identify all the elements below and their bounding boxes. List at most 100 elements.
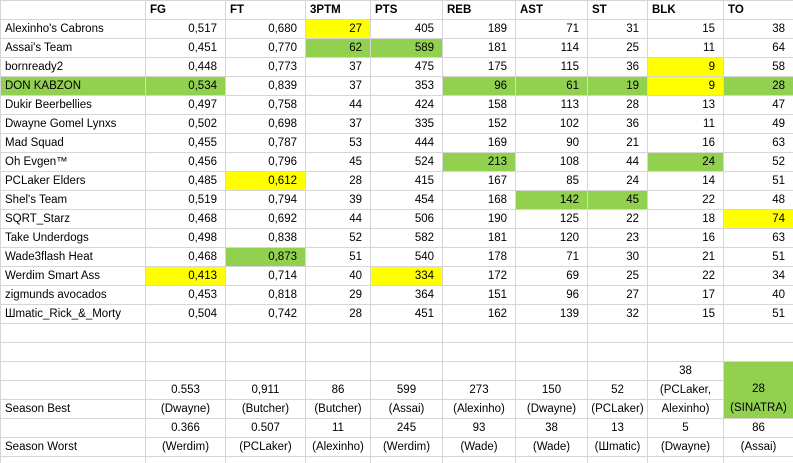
cell-st-worst-value[interactable]: 13 [588,419,648,438]
cell-to[interactable]: 51 [724,305,793,324]
cell-st[interactable]: 30 [588,248,648,267]
cell-blk[interactable]: 15 [648,305,724,324]
cell-3ptm[interactable]: 62 [306,39,371,58]
cell-fg[interactable]: 0,502 [146,115,226,134]
cell-ast[interactable]: 139 [516,305,588,324]
column-header-blk[interactable]: BLK [648,1,724,20]
cell-blk[interactable]: 21 [648,248,724,267]
cell-team-name[interactable]: Werdim Smart Ass [1,267,146,286]
cell-pts[interactable]: 451 [371,305,443,324]
cell-ft[interactable]: 0,873 [226,248,306,267]
cell-ft[interactable]: 0,742 [226,305,306,324]
cell-ast-best-value[interactable]: 150 [516,381,588,400]
cell-ast[interactable]: 61 [516,77,588,96]
cell-team-name[interactable]: SQRT_Starz [1,210,146,229]
cell-ft[interactable]: 0,787 [226,134,306,153]
empty-cell[interactable] [371,324,443,343]
cell-fg[interactable]: 0,468 [146,248,226,267]
cell-pts-best-holder[interactable]: (Assai) [371,400,443,419]
cell-reb[interactable]: 167 [443,172,516,191]
empty-cell[interactable] [588,362,648,381]
cell-ast[interactable]: 96 [516,286,588,305]
cell-team-name[interactable]: Шmatic_Rick_&_Morty [1,305,146,324]
cell-to-worst-value[interactable]: 86 [724,419,793,438]
cell-3ptm[interactable]: 39 [306,191,371,210]
cell-ft[interactable]: 0,796 [226,153,306,172]
cell-fg[interactable]: 0,451 [146,39,226,58]
cell-pts[interactable]: 424 [371,96,443,115]
empty-cell[interactable] [588,343,648,362]
cell-reb[interactable]: 181 [443,229,516,248]
cell-blk[interactable]: 11 [648,115,724,134]
cell-ft[interactable]: 0,770 [226,39,306,58]
cell-ast[interactable]: 120 [516,229,588,248]
column-header-ft[interactable]: FT [226,1,306,20]
cell-pts-best-value[interactable]: 599 [371,381,443,400]
cell-ft-best-value[interactable]: 0,911 [226,381,306,400]
cell-ft[interactable]: 0,758 [226,96,306,115]
cell-fg[interactable]: 0,485 [146,172,226,191]
cell-to[interactable]: 28 [724,77,793,96]
cell-blk[interactable]: 11 [648,39,724,58]
cell-st[interactable]: 23 [588,229,648,248]
cell-3ptm[interactable]: 28 [306,305,371,324]
cell-to[interactable]: 49 [724,115,793,134]
cell-to[interactable]: 64 [724,39,793,58]
cell-reb[interactable]: 175 [443,58,516,77]
empty-cell[interactable] [1,324,146,343]
column-header-pts[interactable]: PTS [371,1,443,20]
cell-fg[interactable]: 0,517 [146,20,226,39]
cell-team-name[interactable]: DON KABZON [1,77,146,96]
cell-blk-worst-value[interactable]: 5 [648,419,724,438]
cell-blk-best-value[interactable]: 38 [648,362,724,381]
cell-to[interactable]: 47 [724,96,793,115]
cell-st[interactable]: 25 [588,267,648,286]
cell-3ptm[interactable]: 52 [306,229,371,248]
cell-ft[interactable]: 0,839 [226,77,306,96]
empty-cell[interactable] [516,324,588,343]
cell-fg[interactable]: 0,448 [146,58,226,77]
cell-ast[interactable]: 69 [516,267,588,286]
empty-cell[interactable] [146,343,226,362]
cell-pts[interactable]: 415 [371,172,443,191]
cell-to-worst-holder[interactable]: (Assai) [724,438,793,457]
cell-to-best[interactable]: 28(SINATRA) [724,362,793,419]
cell-to[interactable]: 58 [724,58,793,77]
cell-pts[interactable]: 582 [371,229,443,248]
empty-cell[interactable] [226,324,306,343]
empty-cell[interactable] [306,324,371,343]
cell-ast-best-holder[interactable]: (Dwayne) [516,400,588,419]
cell-st-best-holder[interactable]: (PCLaker) [588,400,648,419]
cell-st[interactable]: 22 [588,210,648,229]
cell-blk[interactable]: 18 [648,210,724,229]
cell-blk[interactable]: 9 [648,58,724,77]
cell-reb[interactable]: 181 [443,39,516,58]
cell-3ptm[interactable]: 51 [306,248,371,267]
cell-team-name[interactable]: Assai's Team [1,39,146,58]
cell-ft[interactable]: 0,794 [226,191,306,210]
cell-fg-best-holder[interactable]: (Dwayne) [146,400,226,419]
cell-reb-best-holder[interactable]: (Alexinho) [443,400,516,419]
cell-pts[interactable]: 364 [371,286,443,305]
corner-cell[interactable] [1,1,146,20]
cell-to[interactable]: 38 [724,20,793,39]
cell-pts[interactable]: 540 [371,248,443,267]
cell-ast[interactable]: 71 [516,20,588,39]
cell-st-worst-holder[interactable]: (Шmatic) [588,438,648,457]
cell-st[interactable]: 32 [588,305,648,324]
cell-ft[interactable]: 0,692 [226,210,306,229]
cell-blk[interactable]: 13 [648,96,724,115]
cell-st[interactable]: 36 [588,58,648,77]
cell-pts[interactable]: 524 [371,153,443,172]
cell-blk[interactable]: 22 [648,191,724,210]
cell-reb[interactable]: 169 [443,134,516,153]
empty-cell[interactable] [371,362,443,381]
cell-3ptm-worst-value[interactable]: 11 [306,419,371,438]
cell-reb-worst-value[interactable]: 93 [443,419,516,438]
cell-blk-best-holder2[interactable]: Alexinho) [648,400,724,419]
cell-ast[interactable]: 108 [516,153,588,172]
cell-blk-worst-holder[interactable]: (Dwayne) [648,438,724,457]
cell-st[interactable]: 27 [588,286,648,305]
cell-3ptm-best-holder[interactable]: (Butcher) [306,400,371,419]
column-header-st[interactable]: ST [588,1,648,20]
